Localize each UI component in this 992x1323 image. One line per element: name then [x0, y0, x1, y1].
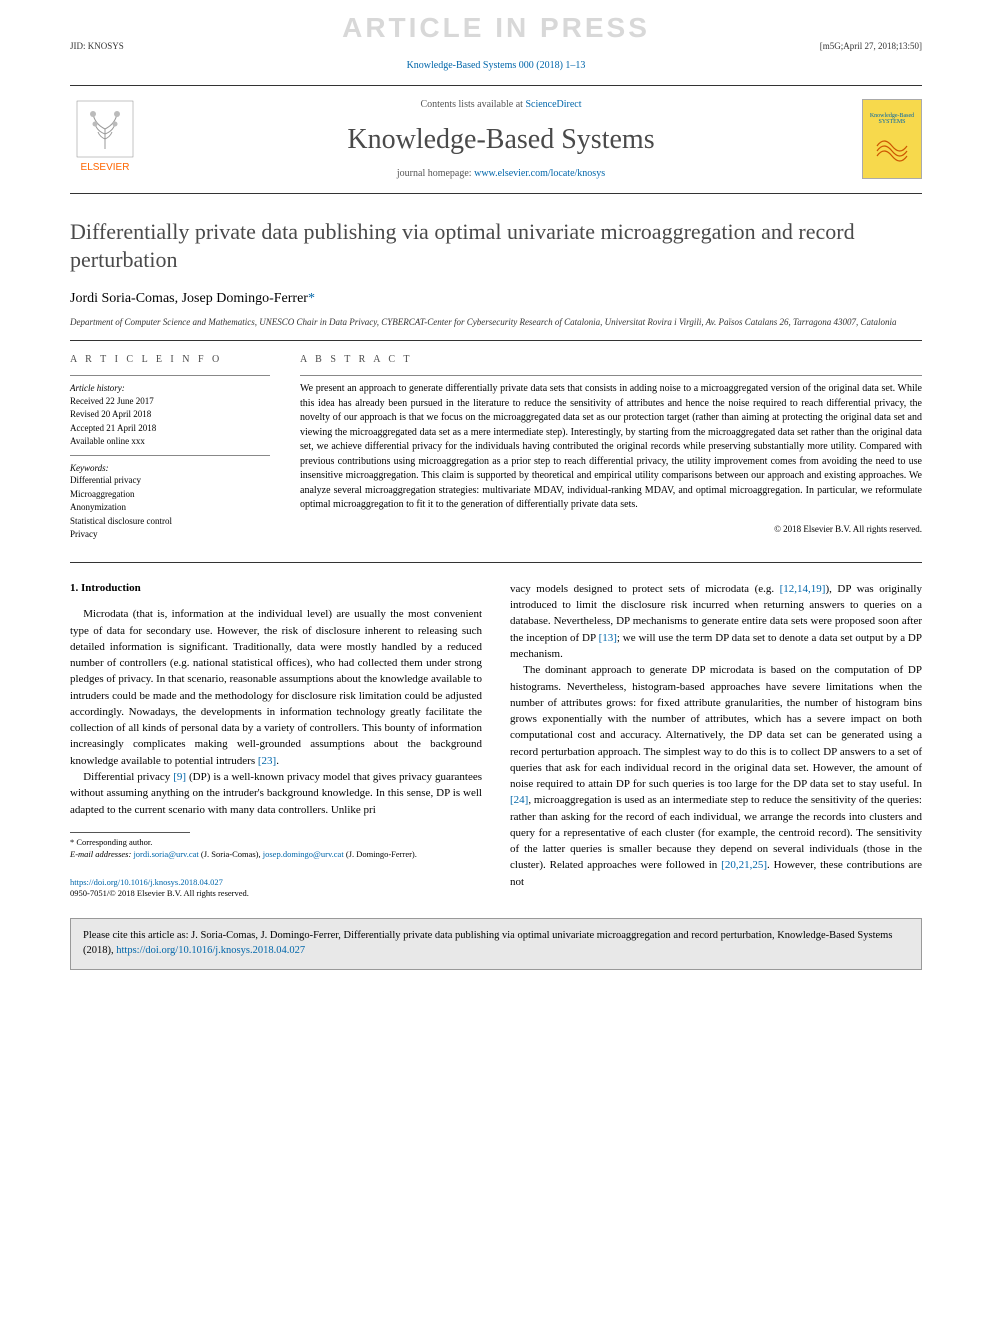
- citation-link[interactable]: [23]: [258, 755, 276, 767]
- abstract-heading: A B S T R A C T: [300, 353, 922, 367]
- corresponding-label: Corresponding author.: [76, 837, 152, 847]
- journal-title: Knowledge-Based Systems: [160, 120, 842, 159]
- keyword-item: Privacy: [70, 528, 270, 542]
- email-label: E-mail addresses:: [70, 849, 131, 859]
- journal-cover-thumbnail: Knowledge-Based SYSTEMS: [862, 99, 922, 179]
- column-right: vacy models designed to protect sets of …: [510, 581, 922, 900]
- paragraph: Microdata (that is, information at the i…: [70, 606, 482, 769]
- keyword-item: Statistical disclosure control: [70, 515, 270, 529]
- keywords-label: Keywords:: [70, 462, 270, 475]
- rule-top: [70, 85, 922, 86]
- keyword-item: Anonymization: [70, 501, 270, 515]
- elsevier-tree-icon: [75, 99, 135, 159]
- citation-box: Please cite this article as: J. Soria-Co…: [70, 918, 922, 969]
- cover-graphic-icon: [872, 126, 912, 166]
- history-label: Article history:: [70, 382, 270, 395]
- body-two-column: 1. Introduction Microdata (that is, info…: [70, 581, 922, 900]
- rule-below-header: [70, 193, 922, 194]
- citation-doi-link[interactable]: https://doi.org/10.1016/j.knosys.2018.04…: [116, 945, 305, 956]
- history-item: Received 22 June 2017: [70, 395, 270, 409]
- keyword-item: Microaggregation: [70, 488, 270, 502]
- section-1-heading: 1. Introduction: [70, 581, 482, 596]
- citation-link[interactable]: [12,14,19]: [780, 583, 826, 595]
- history-item: Accepted 21 April 2018: [70, 422, 270, 436]
- abstract-copyright: © 2018 Elsevier B.V. All rights reserved…: [300, 523, 922, 536]
- keyword-item: Differential privacy: [70, 474, 270, 488]
- rule-below-abstract: [70, 562, 922, 563]
- citation-link[interactable]: [24]: [510, 794, 528, 806]
- article-info-block: A R T I C L E I N F O Article history: R…: [70, 353, 270, 542]
- journal-ref-link[interactable]: Knowledge-Based Systems 000 (2018) 1–13: [407, 60, 586, 71]
- paragraph: Differential privacy [9] (DP) is a well-…: [70, 769, 482, 818]
- footnote-separator: [70, 832, 190, 833]
- authors-text: Jordi Soria-Comas, Josep Domingo-Ferrer: [70, 291, 308, 306]
- paragraph: The dominant approach to generate DP mic…: [510, 662, 922, 890]
- homepage-prefix: journal homepage:: [397, 168, 474, 179]
- issn-copyright: 0950-7051/© 2018 Elsevier B.V. All right…: [70, 888, 482, 900]
- contents-prefix: Contents lists available at: [420, 99, 525, 110]
- abstract-block: A B S T R A C T We present an approach t…: [300, 353, 922, 542]
- cover-title: Knowledge-Based SYSTEMS: [865, 113, 919, 126]
- timestamp-label: [m5G;April 27, 2018;13:50]: [820, 40, 922, 53]
- affiliation: Department of Computer Science and Mathe…: [70, 317, 922, 329]
- article-info-heading: A R T I C L E I N F O: [70, 353, 270, 367]
- history-item: Revised 20 April 2018: [70, 408, 270, 422]
- email-link[interactable]: jordi.soria@urv.cat: [133, 849, 198, 859]
- doi-block: https://doi.org/10.1016/j.knosys.2018.04…: [70, 877, 482, 901]
- elsevier-logo: ELSEVIER: [70, 99, 140, 179]
- rule-above-info: [70, 340, 922, 341]
- citation-link[interactable]: [13]: [599, 632, 617, 644]
- homepage-line: journal homepage: www.elsevier.com/locat…: [160, 167, 842, 181]
- corresponding-marker: *: [308, 291, 315, 306]
- paragraph: vacy models designed to protect sets of …: [510, 581, 922, 662]
- email-name: (J. Domingo-Ferrer).: [346, 849, 417, 859]
- jid-label: JID: KNOSYS: [70, 40, 124, 53]
- column-left: 1. Introduction Microdata (that is, info…: [70, 581, 482, 900]
- author-list: Jordi Soria-Comas, Josep Domingo-Ferrer*: [70, 289, 922, 309]
- article-title: Differentially private data publishing v…: [70, 218, 922, 275]
- watermark-text: ARTICLE IN PRESS: [342, 8, 650, 47]
- elsevier-label: ELSEVIER: [81, 161, 130, 175]
- citation-link[interactable]: [9]: [173, 771, 186, 783]
- doi-link[interactable]: https://doi.org/10.1016/j.knosys.2018.04…: [70, 877, 223, 887]
- journal-header: ELSEVIER Contents lists available at Sci…: [70, 90, 922, 189]
- email-name: (J. Soria-Comas),: [201, 849, 261, 859]
- abstract-text: We present an approach to generate diffe…: [300, 382, 922, 513]
- history-item: Available online xxx: [70, 435, 270, 449]
- corresponding-marker: *: [70, 837, 74, 847]
- footnotes: * Corresponding author. E-mail addresses…: [70, 837, 482, 861]
- email-link[interactable]: josep.domingo@urv.cat: [263, 849, 344, 859]
- sciencedirect-link[interactable]: ScienceDirect: [525, 99, 581, 110]
- journal-reference-line: Knowledge-Based Systems 000 (2018) 1–13: [70, 59, 922, 73]
- homepage-link[interactable]: www.elsevier.com/locate/knosys: [474, 168, 605, 179]
- contents-line: Contents lists available at ScienceDirec…: [160, 98, 842, 112]
- citation-link[interactable]: [20,21,25]: [721, 859, 767, 871]
